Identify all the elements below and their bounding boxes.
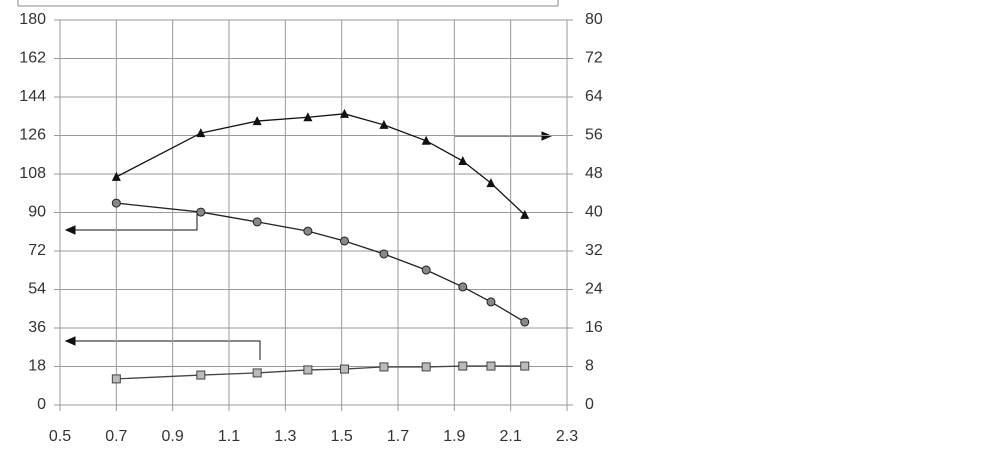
marker — [520, 361, 530, 371]
marker — [339, 108, 349, 118]
marker — [379, 119, 389, 129]
x-tick-label: 0.9 — [162, 428, 184, 445]
marker — [486, 178, 496, 188]
marker — [303, 226, 313, 236]
marker — [252, 217, 262, 227]
marker — [421, 362, 431, 372]
y2-tick-label: 8 — [585, 358, 594, 375]
annotations — [64, 131, 553, 360]
arrow-head — [64, 336, 76, 346]
x-tick-label: 2.3 — [556, 428, 578, 445]
y2-tick-label: 24 — [585, 281, 603, 298]
marker — [486, 297, 496, 307]
y2-tick-label: 16 — [585, 319, 603, 336]
marker — [421, 265, 431, 275]
marker — [339, 364, 349, 374]
y-tick-label: 36 — [28, 319, 46, 336]
y-tick-label: 108 — [19, 165, 46, 182]
series-line — [116, 202, 526, 323]
marker — [486, 361, 496, 371]
y-tick-label: 72 — [28, 242, 46, 259]
marker — [303, 112, 313, 122]
y-tick-label: 126 — [19, 127, 46, 144]
arrow-head — [64, 225, 76, 235]
marker — [458, 361, 468, 371]
y2-tick-label: 80 — [585, 11, 603, 28]
x-tick-label: 1.5 — [331, 428, 353, 445]
x-tick-label: 1.1 — [218, 428, 240, 445]
marker — [520, 209, 530, 219]
y-tick-label: 18 — [28, 358, 46, 375]
marker — [196, 370, 206, 380]
marker — [520, 317, 530, 327]
marker — [458, 156, 468, 166]
marker — [111, 374, 121, 384]
y2-tick-label: 64 — [585, 88, 603, 105]
marker — [196, 128, 206, 138]
marker — [379, 362, 389, 372]
y-tick-label: 162 — [19, 50, 46, 67]
marker — [111, 171, 121, 181]
x-tick-label: 2.1 — [500, 428, 522, 445]
marker — [379, 249, 389, 259]
arrow — [72, 340, 261, 360]
legend-box — [17, 0, 559, 7]
y2-tick-label: 32 — [585, 242, 603, 259]
y-tick-label: 0 — [37, 396, 46, 413]
arrow — [72, 212, 198, 231]
y-tick-label: 54 — [28, 281, 46, 298]
marker — [252, 116, 262, 126]
series-line — [116, 365, 525, 380]
marker — [111, 198, 121, 208]
x-tick-label: 0.5 — [49, 428, 71, 445]
y-tick-label: 180 — [19, 11, 46, 28]
y2-tick-label: 40 — [585, 204, 603, 221]
marker — [303, 365, 313, 375]
marker — [458, 282, 468, 292]
y2-tick-label: 0 — [585, 396, 594, 413]
y-tick-label: 144 — [19, 88, 46, 105]
y-tick-label: 90 — [28, 204, 46, 221]
marker — [339, 236, 349, 246]
x-tick-label: 0.7 — [105, 428, 127, 445]
x-tick-label: 1.7 — [387, 428, 409, 445]
marker — [196, 207, 206, 217]
series-line — [116, 113, 526, 216]
y2-tick-label: 72 — [585, 50, 603, 67]
y2-tick-label: 48 — [585, 165, 603, 182]
marker — [421, 135, 431, 145]
marker — [252, 368, 262, 378]
x-tick-label: 1.3 — [274, 428, 296, 445]
x-tick-label: 1.9 — [443, 428, 465, 445]
y2-tick-label: 56 — [585, 127, 603, 144]
